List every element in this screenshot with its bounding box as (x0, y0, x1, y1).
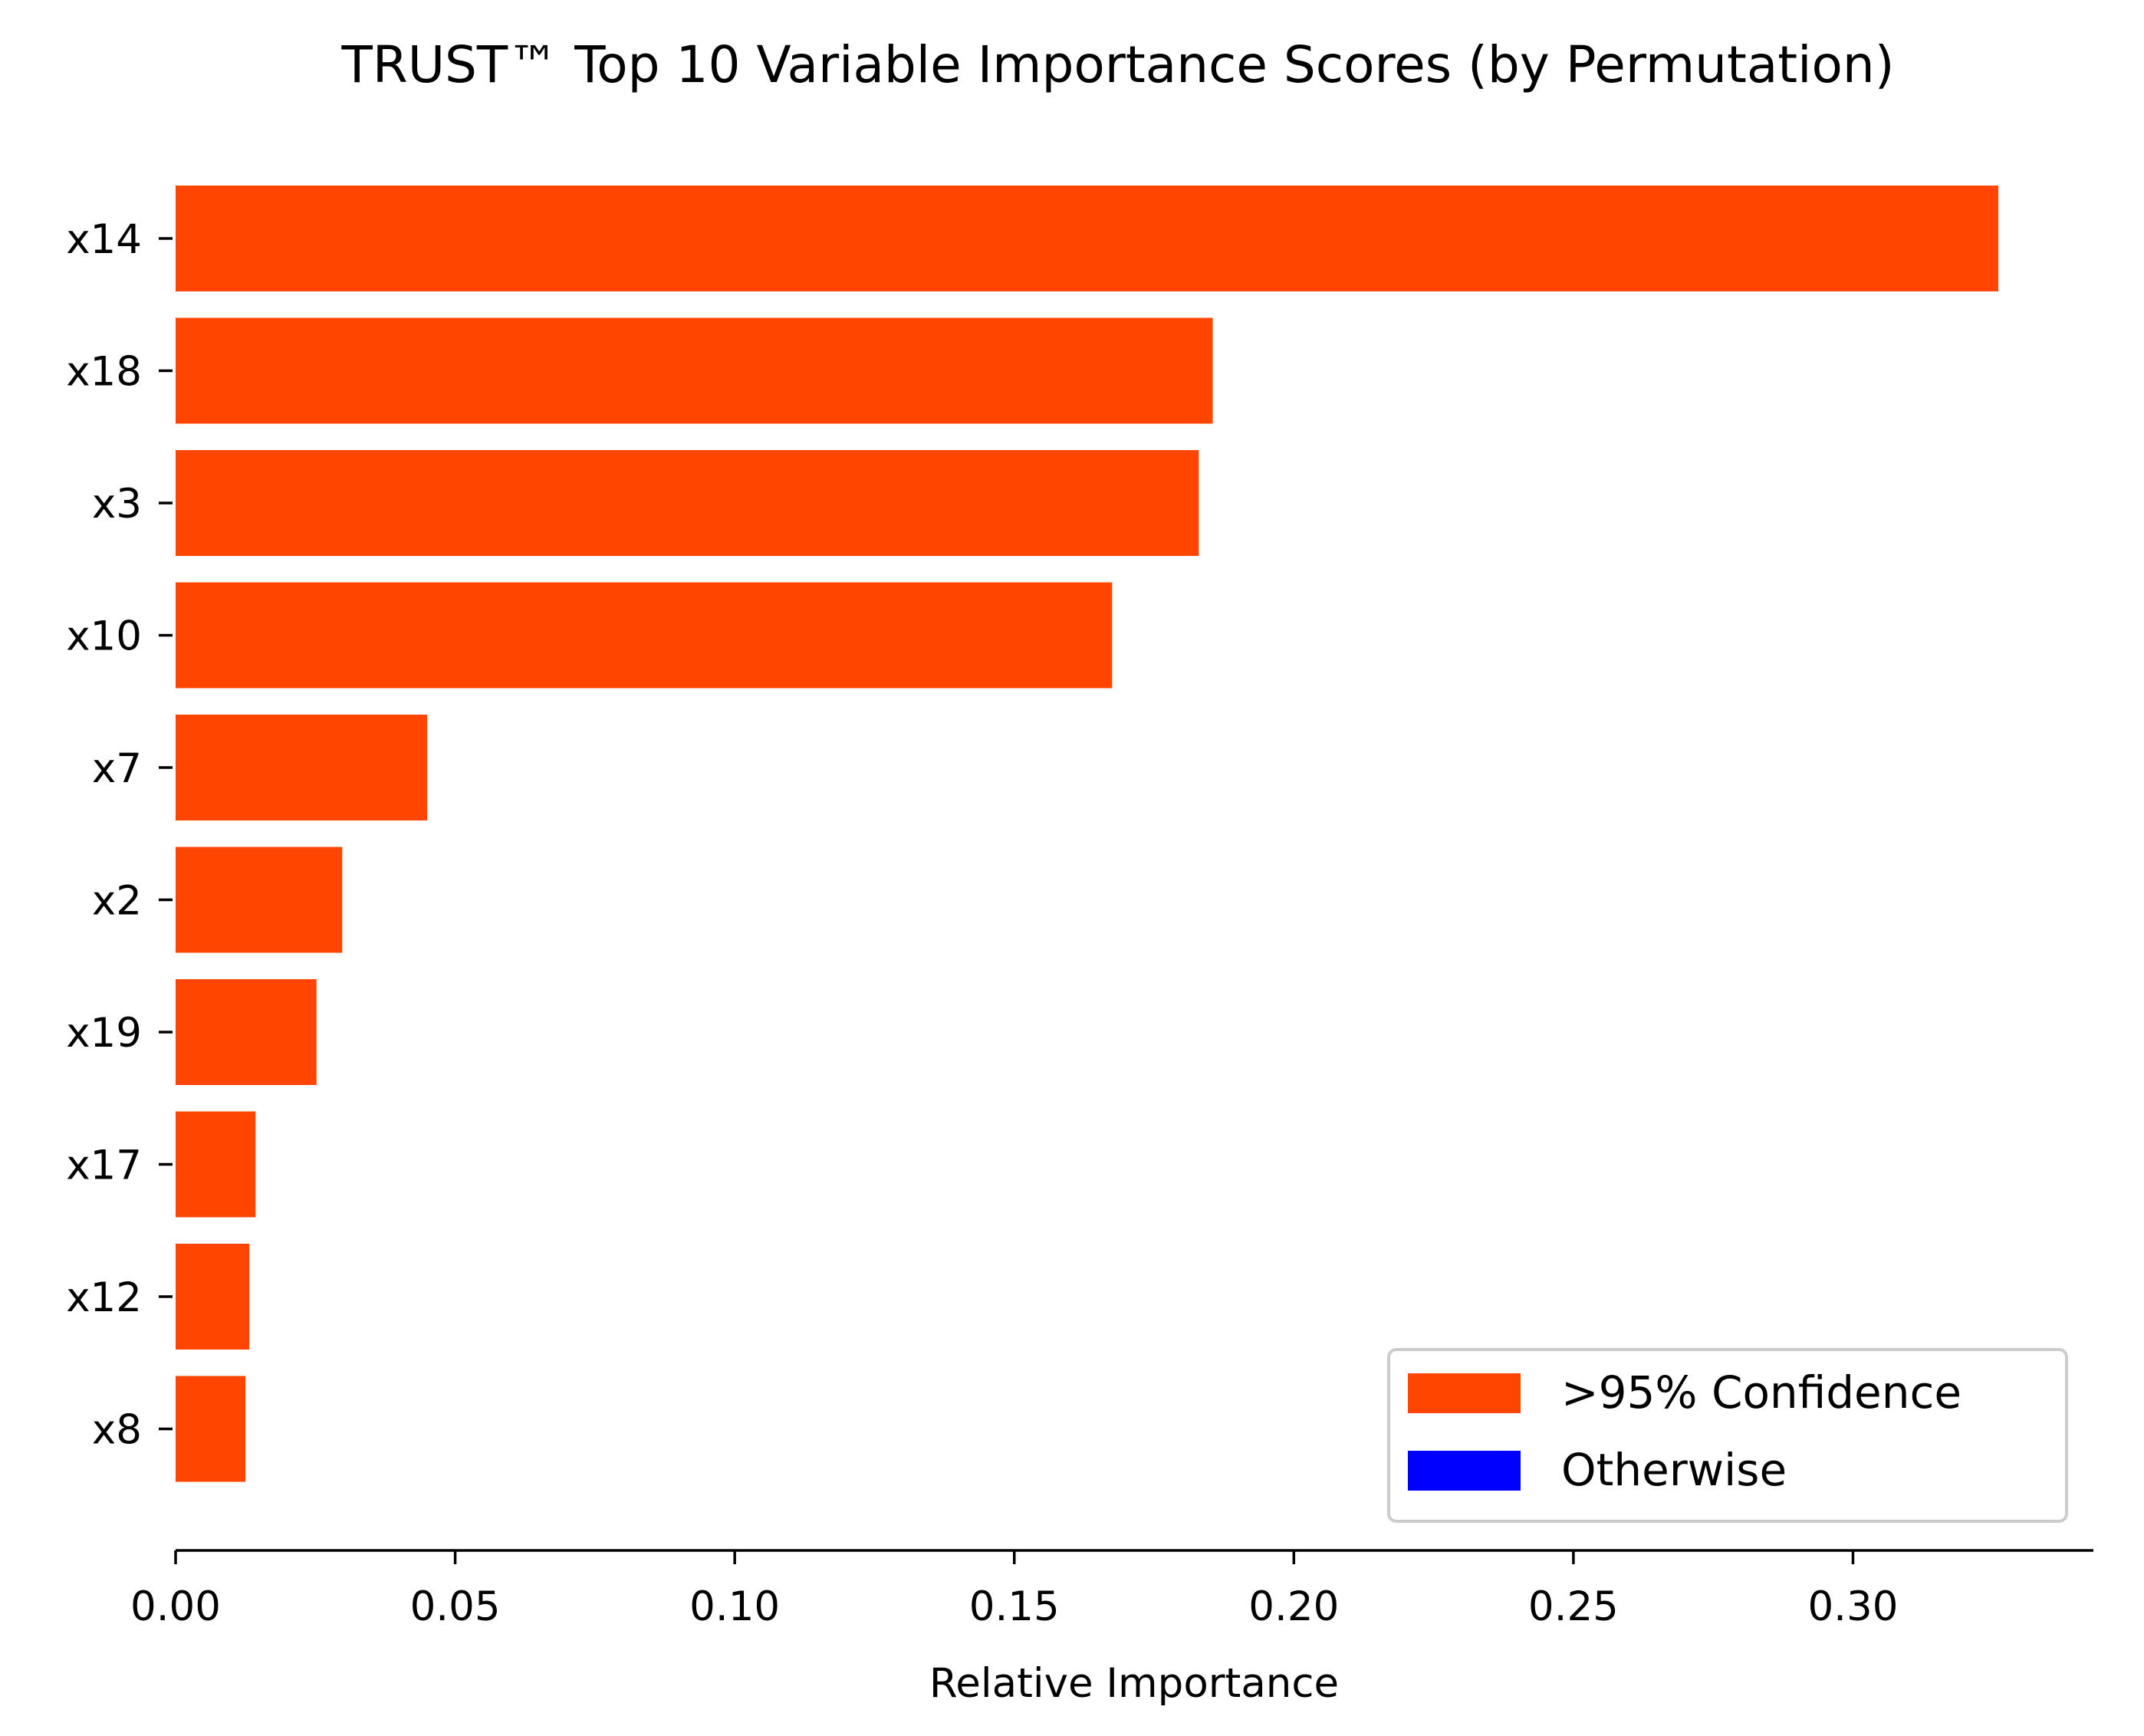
y-axis: x14 x18 x3 x10 x7 x2 x19 x17 x12 x8 (66, 216, 173, 1454)
bar-x18 (176, 317, 1213, 424)
x-tick-label: 0.05 (410, 1583, 501, 1630)
y-tick-label-x14: x14 (66, 216, 142, 263)
bar-x14 (176, 186, 1999, 291)
bar-x7 (176, 715, 428, 820)
y-tick-label-x8: x8 (92, 1407, 142, 1454)
bar-x2 (176, 847, 343, 953)
y-tick-label-x3: x3 (92, 481, 142, 528)
legend: >95% Confidence Otherwise (1387, 1348, 2068, 1523)
x-tick-label: 0.25 (1528, 1583, 1619, 1630)
x-axis: 0.00 0.05 0.10 0.15 0.20 0.25 0.30 (130, 1549, 2093, 1630)
x-tick-label: 0.20 (1248, 1583, 1339, 1630)
y-tick-label-x7: x7 (92, 745, 142, 792)
y-tick-label-x12: x12 (66, 1274, 142, 1321)
legend-frame (1387, 1348, 2068, 1523)
bar-x8 (176, 1376, 246, 1482)
bar-x19 (176, 979, 317, 1085)
y-tick-label-x17: x17 (66, 1143, 142, 1189)
x-axis-label: Relative Importance (929, 1660, 1339, 1707)
chart-title: TRUST™ Top 10 Variable Importance Scores… (341, 35, 1895, 94)
x-tick-label: 0.15 (969, 1583, 1060, 1630)
legend-swatch-otherwise (1408, 1451, 1521, 1491)
bar-x17 (176, 1111, 256, 1218)
x-tick-label: 0.30 (1807, 1583, 1898, 1630)
y-tick-label-x19: x19 (66, 1010, 142, 1057)
legend-label-otherwise: Otherwise (1561, 1444, 1787, 1496)
bar-x3 (176, 450, 1199, 556)
y-tick-label-x10: x10 (66, 613, 142, 660)
x-tick-label: 0.10 (689, 1583, 780, 1630)
y-tick-label-x2: x2 (92, 878, 142, 925)
bar-x10 (176, 582, 1113, 689)
bars-group (176, 186, 1999, 1482)
legend-swatch-significant (1408, 1373, 1521, 1413)
legend-label-significant: >95% Confidence (1561, 1366, 1961, 1419)
y-tick-label-x18: x18 (66, 349, 142, 396)
x-tick-label: 0.00 (130, 1583, 221, 1630)
bar-x12 (176, 1244, 250, 1350)
